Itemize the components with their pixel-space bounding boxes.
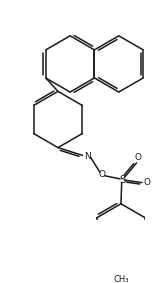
Text: O: O xyxy=(99,170,106,179)
Text: O: O xyxy=(143,178,150,187)
Text: N: N xyxy=(84,151,91,160)
Text: O: O xyxy=(134,153,141,162)
Text: S: S xyxy=(119,175,126,185)
Text: CH₃: CH₃ xyxy=(113,275,129,283)
